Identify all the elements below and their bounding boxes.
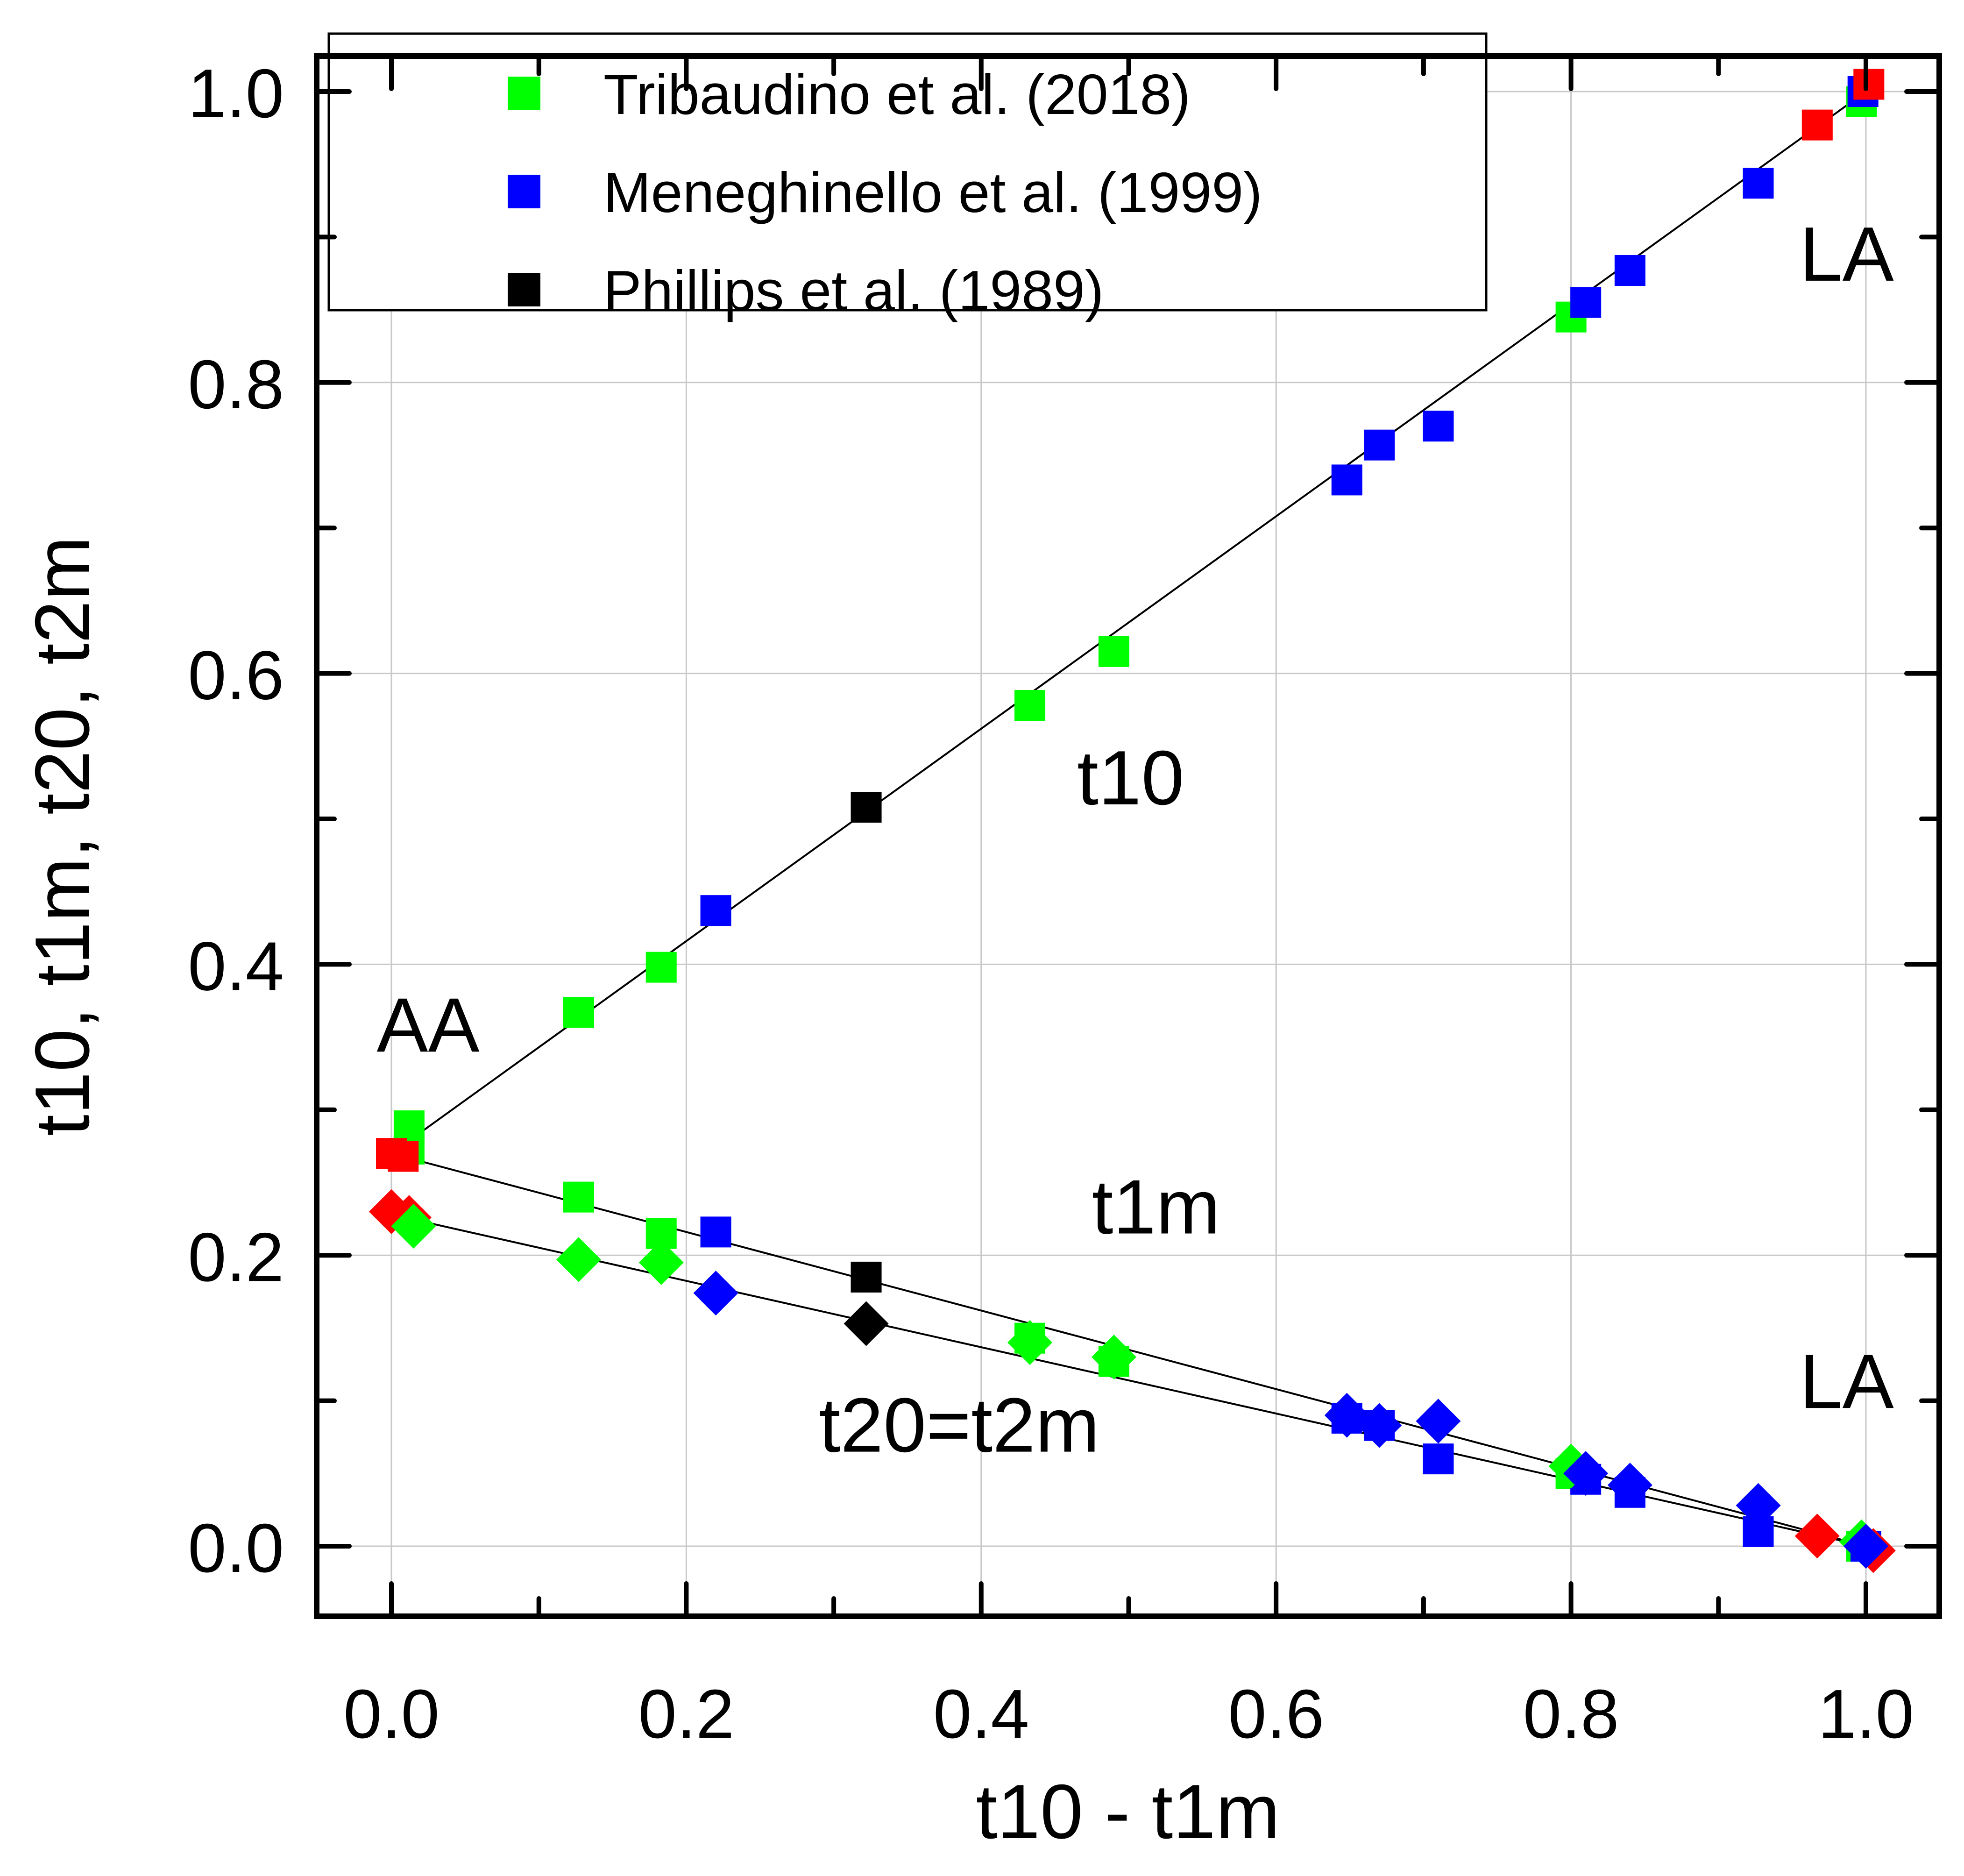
annotation-t20-t2m: t20=t2m [819,1382,1100,1468]
data-point-square [1570,287,1602,318]
data-point-square [1743,168,1774,199]
data-point-square [388,1141,419,1172]
data-point-square [1423,411,1454,442]
data-point-diamond [556,1237,601,1282]
legend-marker [508,175,540,208]
data-point-square [1801,109,1833,141]
data-point-square [1014,690,1045,721]
data-point-square [851,792,882,823]
annotation-la: LA [1800,1338,1894,1424]
data-markers [369,69,1896,1573]
x-tick-label: 0.0 [343,1676,440,1753]
data-point-square [1423,1443,1454,1475]
y-tick-label: 0.2 [188,1219,284,1296]
data-point-square [1331,464,1362,496]
y-tick-label: 0.8 [188,346,284,423]
legend: Tribaudino et al. (2018) Meneghinello et … [327,32,1488,322]
data-point-square [1853,69,1885,100]
data-point-diamond [1091,1335,1136,1380]
data-point-square [563,997,594,1028]
data-point-diamond [1416,1399,1461,1444]
y-tick-label: 0.0 [188,1510,284,1587]
data-point-diamond [693,1271,738,1316]
legend-label: Tribaudino et al. (2018) [603,63,1191,126]
legend-label: Phillips et al. (1989) [603,259,1104,322]
legend-marker [508,273,540,306]
data-point-square [1614,255,1645,286]
annotation-t10: t10 [1077,735,1184,821]
data-point-square [851,1261,882,1293]
legend-label: Meneghinello et al. (1999) [603,161,1262,224]
data-point-square [1098,636,1129,667]
data-point-diamond [1607,1463,1652,1508]
data-point-diamond [391,1203,436,1249]
annotation-aa: AA [376,982,479,1068]
annotation-t1m: t1m [1092,1164,1220,1250]
x-tick-label: 0.8 [1523,1676,1619,1753]
data-point-diamond [1563,1451,1609,1496]
data-point-square [645,952,677,983]
x-tick-label: 1.0 [1818,1676,1914,1753]
x-tick-label: 0.2 [638,1676,735,1753]
y-axis-title: t10, t1m, t20, t2m [19,536,105,1136]
data-point-diamond [1843,1524,1888,1569]
x-axis-title: t10 - t1m [976,1769,1280,1855]
data-point-diamond [1007,1320,1052,1365]
data-point-square [700,895,731,926]
data-point-square [1364,429,1395,461]
data-point-diamond [1357,1403,1402,1448]
data-point-diamond [638,1240,684,1285]
data-point-square [700,1216,731,1248]
y-tick-label: 0.6 [188,637,284,714]
data-point-square [563,1181,594,1213]
y-tick-label: 1.0 [188,55,284,132]
data-point-diamond [1736,1483,1781,1528]
annotations: AA LA LA t10 t1m t20=t2m [376,211,1893,1468]
data-point-diamond [844,1301,889,1346]
annotation-la: LA [1800,211,1894,297]
y-tick-label: 0.4 [188,928,284,1005]
legend-marker [508,77,540,110]
axes: 0.0 0.2 0.4 0.6 0.8 1.0 0.0 0.2 0.4 0.6 0.8 1.0 [188,53,1942,1753]
x-tick-label: 0.6 [1228,1676,1324,1753]
data-point-diamond [1794,1514,1840,1559]
x-tick-label: 0.4 [933,1676,1029,1753]
